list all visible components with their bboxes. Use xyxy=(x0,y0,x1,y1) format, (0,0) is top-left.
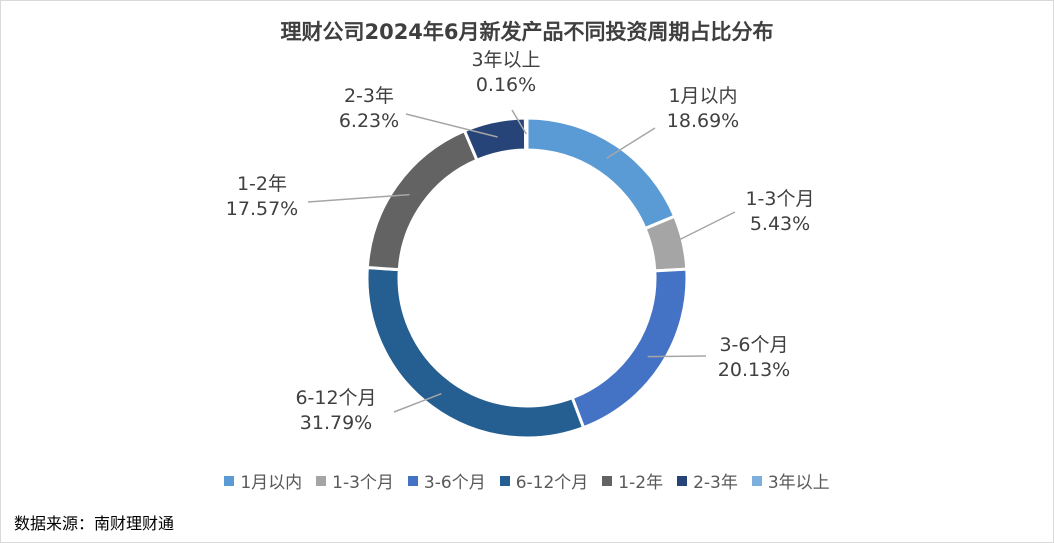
slice-category-label: 1-3个月 xyxy=(745,188,814,210)
donut-slice-4 xyxy=(365,265,586,440)
legend-item-4: 6-12个月 xyxy=(499,468,589,493)
legend-swatch xyxy=(407,475,418,486)
leader-line-7 xyxy=(511,109,527,135)
leader-line-6 xyxy=(405,113,498,138)
donut-slice-3 xyxy=(570,267,689,430)
slice-label-6: 2-3年 6.23% xyxy=(339,85,399,132)
legend-item-3: 3-6个月 xyxy=(407,468,486,493)
legend-swatch xyxy=(677,475,688,486)
slice-value-label: 31.79% xyxy=(300,412,372,434)
legend-label: 1-2年 xyxy=(618,473,664,493)
slice-category-label: 1月以内 xyxy=(668,85,737,107)
donut-slice-5 xyxy=(365,128,479,272)
slice-value-label: 0.16% xyxy=(476,74,536,96)
chart-title: 理财公司2024年6月新发产品不同投资周期占比分布 xyxy=(280,20,774,44)
slice-category-label: 6-12个月 xyxy=(295,387,376,409)
legend-swatch xyxy=(499,475,510,486)
legend-label: 2-3年 xyxy=(693,473,738,493)
slice-label-1: 1月以内 18.69% xyxy=(667,85,739,132)
chart-legend: 1月以内 1-3个月 3-6个月 6-12个月 1-2年 2-3年 3年以上 xyxy=(0,468,1054,493)
legend-swatch xyxy=(224,475,235,486)
legend-swatch xyxy=(602,475,613,486)
legend-swatch xyxy=(316,475,327,486)
legend-item-7: 3年以上 xyxy=(751,468,830,493)
leader-line-3 xyxy=(647,355,707,358)
legend-swatch xyxy=(751,475,762,486)
slice-category-label: 3-6个月 xyxy=(719,334,788,356)
slice-value-label: 6.23% xyxy=(339,110,399,132)
source-note: 数据来源：南财理财通 xyxy=(14,514,175,533)
slice-label-4: 6-12个月 31.79% xyxy=(295,387,376,434)
slice-value-label: 20.13% xyxy=(718,359,790,381)
legend-item-2: 1-3个月 xyxy=(316,468,394,493)
slice-label-5: 1-2年 17.57% xyxy=(226,173,298,220)
legend-label: 3-6个月 xyxy=(423,473,486,493)
slice-category-label: 3年以上 xyxy=(471,49,540,71)
slice-label-7: 3年以上 0.16% xyxy=(471,49,540,96)
slice-value-label: 17.57% xyxy=(226,198,298,220)
donut-slice-6 xyxy=(462,116,528,163)
legend-item-1: 1月以内 xyxy=(224,468,302,493)
legend-label: 6-12个月 xyxy=(515,473,589,493)
leader-line-1 xyxy=(606,127,656,159)
legend-item-6: 2-3年 xyxy=(677,468,738,493)
leader-line-5 xyxy=(307,193,410,203)
slice-value-label: 5.43% xyxy=(750,213,810,235)
slice-label-3: 3-6个月 20.13% xyxy=(718,334,790,381)
slice-label-2: 1-3个月 5.43% xyxy=(745,188,814,235)
legend-label: 1-3个月 xyxy=(332,473,394,493)
legend-label: 3年以上 xyxy=(767,473,830,493)
donut-slice-2 xyxy=(643,214,689,273)
legend-label: 1月以内 xyxy=(240,473,303,493)
legend-item-5: 1-2年 xyxy=(602,468,663,493)
slice-category-label: 2-3年 xyxy=(344,85,394,107)
slice-value-label: 18.69% xyxy=(667,110,739,132)
slice-category-label: 1-2年 xyxy=(237,173,287,195)
leader-line-4 xyxy=(393,393,442,413)
donut-slice-1 xyxy=(525,116,677,231)
leader-line-2 xyxy=(667,211,736,247)
